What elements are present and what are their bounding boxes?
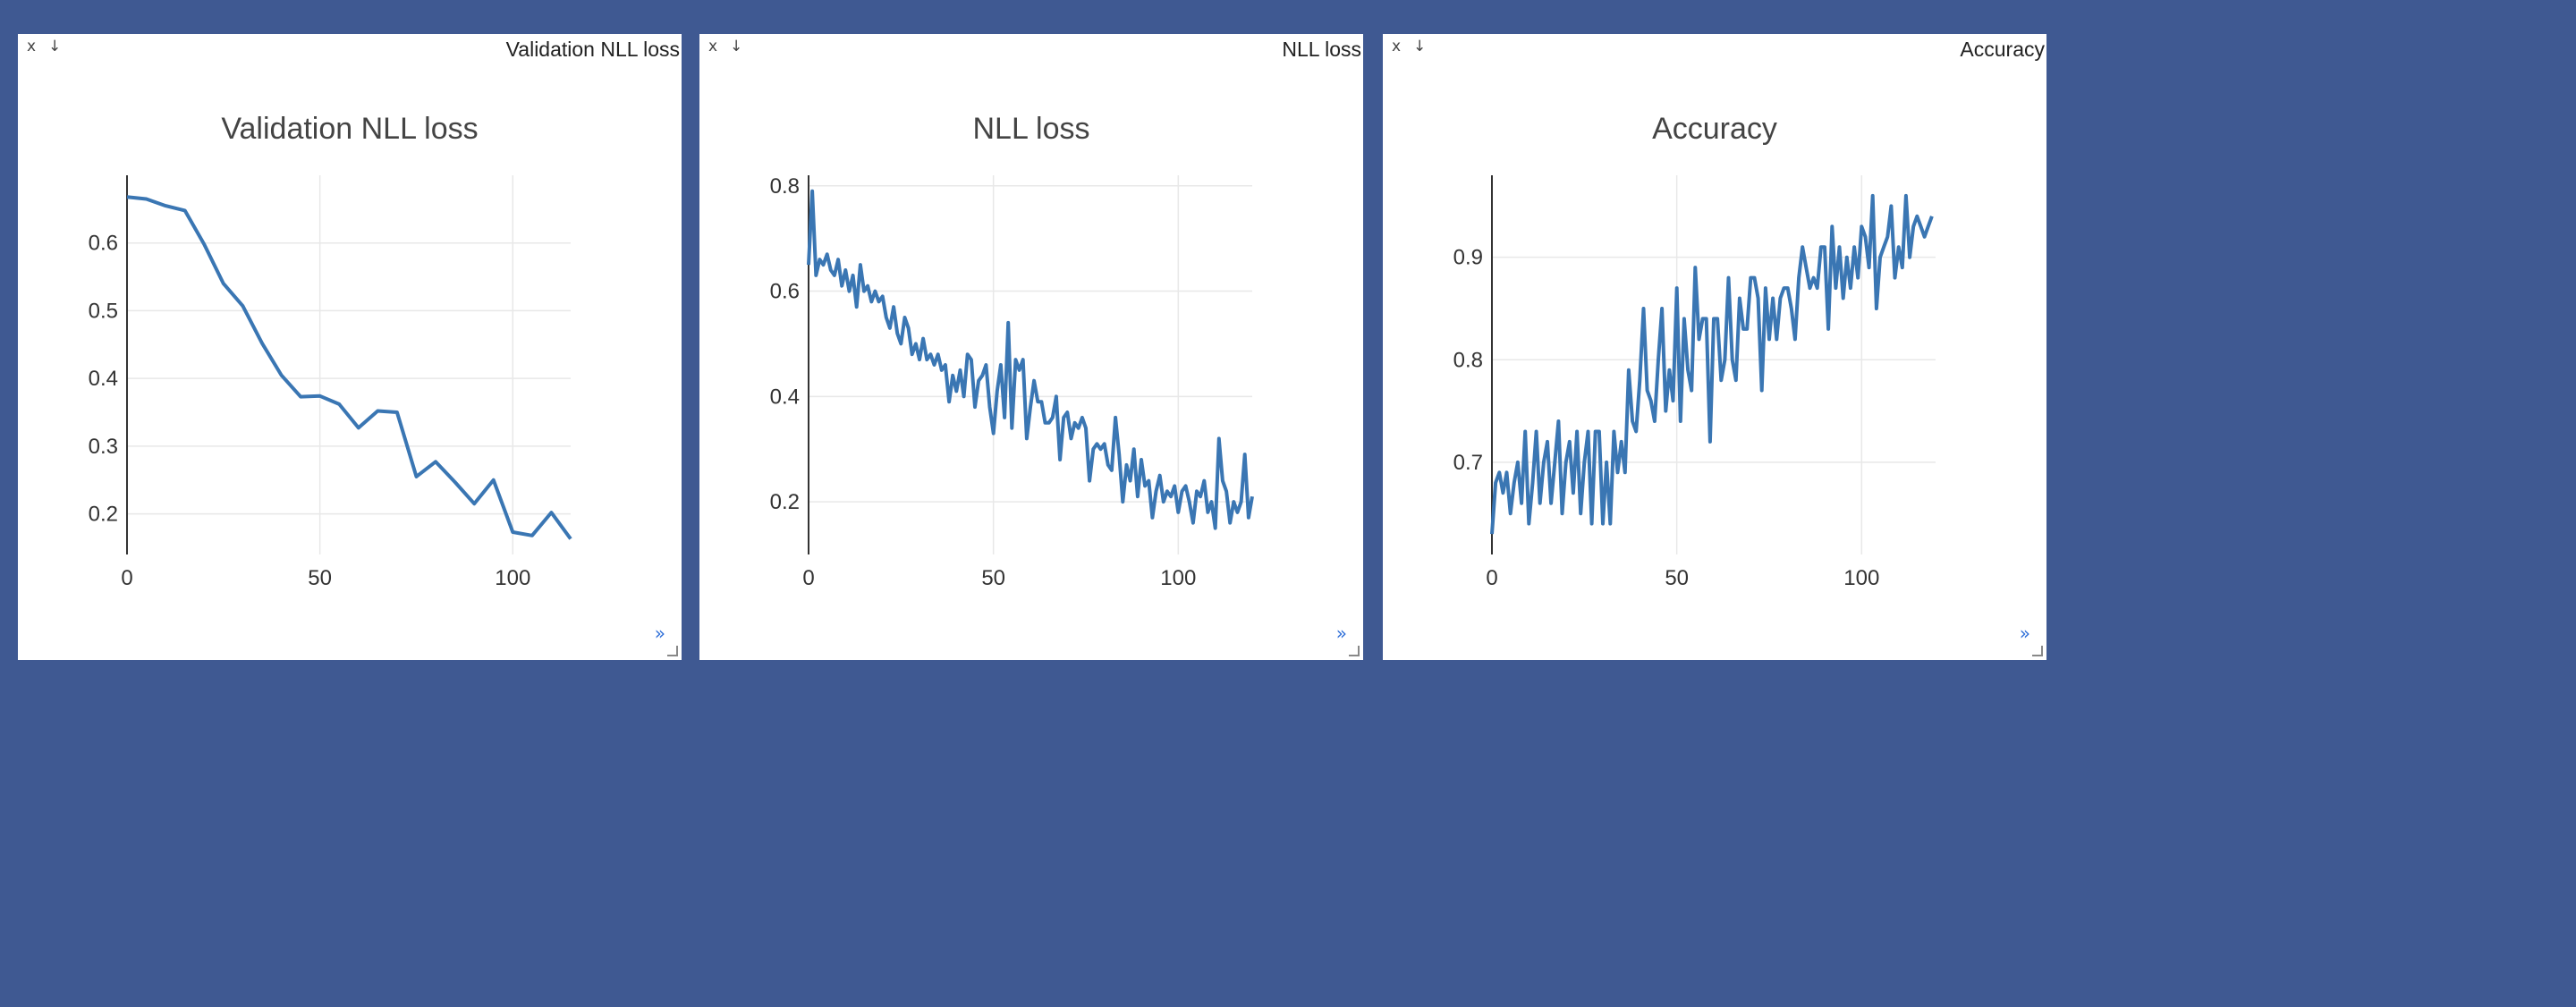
resize-handle-icon[interactable] xyxy=(1349,646,1360,656)
pane-nll-loss: x ↓ NLL loss NLL loss 0 50 100 0.2 0.4 0.6 0.8 … xyxy=(699,34,1363,660)
pane-window-title: NLL loss xyxy=(1282,38,1361,61)
y-tick-label: 0.8 xyxy=(1453,348,1483,372)
pane-toolbar: x ↓ NLL loss xyxy=(699,34,1363,61)
x-tick-label: 100 xyxy=(495,566,530,590)
x-tick-label: 50 xyxy=(1665,566,1689,590)
y-tick-label: 0.6 xyxy=(89,232,118,256)
y-tick-label: 0.7 xyxy=(1453,451,1483,475)
chart-validation-nll-loss: Validation NLL loss 0 50 100 0.2 0.3 0.4 0.5 0.6 xyxy=(89,112,572,590)
pane-accuracy: x ↓ Accuracy Accuracy 0 50 100 0.7 0.8 0.9 » xyxy=(1383,34,2046,660)
pane-toolbar: x ↓ Accuracy xyxy=(1383,34,2046,61)
x-tick-label: 100 xyxy=(1843,566,1879,590)
y-tick-label: 0.9 xyxy=(1453,246,1483,270)
chart-accuracy: Accuracy 0 50 100 0.7 0.8 0.9 xyxy=(1453,112,1936,590)
y-tick-label: 0.6 xyxy=(770,280,800,304)
series-line xyxy=(807,189,1254,530)
expand-more-icon[interactable]: » xyxy=(1335,622,1347,644)
download-icon[interactable]: ↓ xyxy=(730,38,743,55)
grid xyxy=(808,175,1252,554)
y-tick-label: 0.2 xyxy=(89,503,118,527)
x-tick-label: 50 xyxy=(308,566,332,590)
y-tick-label: 0.8 xyxy=(770,174,800,199)
download-icon[interactable]: ↓ xyxy=(48,38,62,55)
pane-window-title: Validation NLL loss xyxy=(505,38,680,61)
y-tick-label: 0.2 xyxy=(770,490,800,514)
chart-title: Accuracy xyxy=(1652,112,1777,146)
resize-handle-icon[interactable] xyxy=(667,646,678,656)
expand-more-icon[interactable]: » xyxy=(2019,622,2030,644)
y-tick-label: 0.3 xyxy=(89,435,118,459)
y-tick-label: 0.4 xyxy=(89,367,118,391)
expand-more-icon[interactable]: » xyxy=(654,622,665,644)
chart-nll-loss: NLL loss 0 50 100 0.2 0.4 0.6 0.8 xyxy=(770,112,1254,590)
x-tick-label: 50 xyxy=(981,566,1005,590)
close-icon[interactable]: x xyxy=(27,38,37,55)
pane-window-title: Accuracy xyxy=(1960,38,2045,61)
download-icon[interactable]: ↓ xyxy=(1413,38,1427,55)
grid xyxy=(126,175,571,554)
chart-title: Validation NLL loss xyxy=(221,112,478,146)
pane-validation-nll-loss: x ↓ Validation NLL loss Validation NLL l… xyxy=(18,34,682,660)
close-icon[interactable]: x xyxy=(708,38,718,55)
pane-toolbar: x ↓ Validation NLL loss xyxy=(18,34,682,61)
resize-handle-icon[interactable] xyxy=(2032,646,2043,656)
x-tick-label: 0 xyxy=(1486,566,1497,590)
x-tick-label: 0 xyxy=(121,566,132,590)
series-line xyxy=(1490,193,1934,535)
y-tick-label: 0.5 xyxy=(89,299,118,323)
chart-title: NLL loss xyxy=(972,112,1089,146)
close-icon[interactable]: x xyxy=(1392,38,1402,55)
x-tick-label: 0 xyxy=(802,566,814,590)
y-tick-label: 0.4 xyxy=(770,385,800,409)
x-tick-label: 100 xyxy=(1160,566,1196,590)
series-line xyxy=(126,195,572,540)
